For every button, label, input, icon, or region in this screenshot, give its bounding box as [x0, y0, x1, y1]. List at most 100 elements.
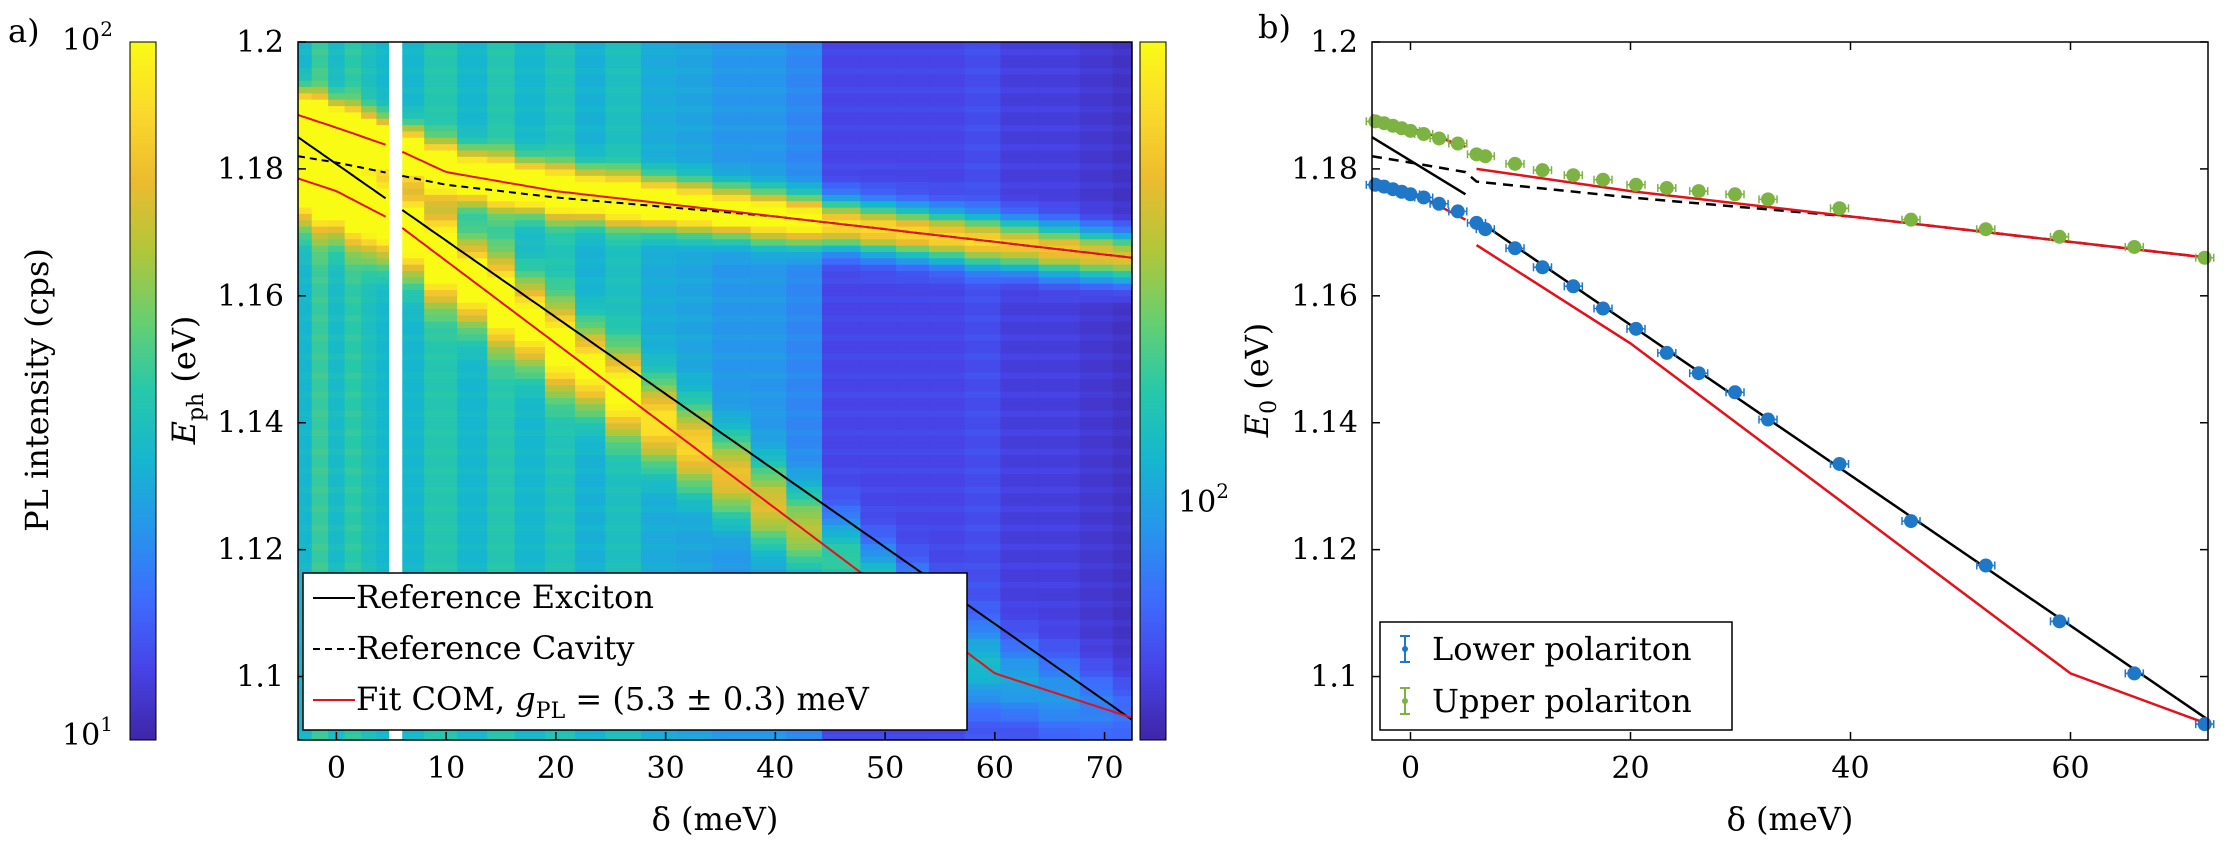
upper-polariton-point [1593, 172, 1613, 187]
y-tick-label: 1.16 [1291, 279, 1358, 314]
heatmap-column [1038, 42, 1081, 740]
colorbar-right-tick: 102 [1178, 479, 1229, 520]
x-tick-label: 50 [866, 751, 904, 786]
upper-polariton-point [1976, 222, 1996, 237]
legend-lower-swatch [1400, 635, 1410, 663]
colorbar-left-min: 101 [62, 712, 113, 753]
lower-polariton-point [1532, 260, 1553, 275]
y-tick-label: 1.1 [236, 660, 284, 695]
panel-label-b: b) [1258, 8, 1291, 46]
y-tick-label: 1.16 [217, 279, 284, 314]
x-tick-label: 60 [2051, 751, 2089, 786]
x-tick-label: 0 [327, 751, 346, 786]
panel-b-legend: Lower polariton Upper polariton [1379, 621, 1733, 731]
heatmap-column [344, 42, 362, 740]
panel-a-legend-box [302, 572, 968, 731]
upper-polariton-point [1725, 187, 1745, 202]
lower-polariton-point [1725, 385, 1745, 400]
lower-polariton-point [1976, 558, 1996, 573]
legend-lower-label: Lower polariton [1432, 630, 1692, 668]
colorbar-right-gradient [1139, 41, 1167, 741]
panel-a-legend: Reference Exciton Reference Cavity Fit C… [302, 572, 968, 731]
panel-b-legend-box [1379, 621, 1733, 731]
lower-polariton-point [1626, 321, 1646, 336]
heatmap-column [1000, 42, 1040, 740]
legend-cavity-label: Reference Cavity [356, 629, 635, 667]
panel-b-xlabel: δ (meV) [1727, 800, 1854, 838]
upper-polariton-point [1532, 163, 1553, 178]
x-tick-label: 10 [427, 751, 465, 786]
panel-a-plot: 0 10 20 30 40 50 60 70 1.1 1.12 1.14 1.16 1.18 1.2 δ … [165, 25, 1133, 838]
upper-polariton-point [1758, 192, 1778, 207]
x-tick-label: 40 [1831, 751, 1869, 786]
y-tick-label: 1.12 [217, 533, 284, 568]
lower-polariton-point [1593, 301, 1613, 316]
panel-a-frame [297, 41, 1133, 741]
panel-a-xlabel: δ (meV) [652, 800, 779, 838]
lower-polariton-point [1688, 366, 1709, 381]
upper-polariton-point [2049, 229, 2070, 244]
upper-polariton-point [1688, 184, 1709, 199]
lower-polariton-point [1657, 345, 1677, 360]
heatmap-gap [389, 42, 403, 740]
line-exciton [1372, 136, 1467, 196]
line-fit-lower [1475, 244, 2208, 726]
lower-polariton-point [1505, 241, 1525, 256]
legend-upper-swatch [1400, 687, 1410, 715]
upper-polariton-point [1829, 201, 1850, 216]
lower-polariton-point [1448, 204, 1468, 219]
line-reference-exciton [401, 209, 1132, 721]
panel-b-ylabel: E0 (eV) [1238, 323, 1282, 439]
panel-b-frame [1371, 41, 2209, 741]
lower-polariton-point [1829, 456, 1850, 471]
y-tick-label: 1.14 [217, 406, 284, 441]
line-fit-com-lower [401, 227, 1132, 719]
x-tick-label: 70 [1085, 751, 1123, 786]
x-tick-label: 20 [1611, 751, 1649, 786]
legend-fit-label: Fit COM, gPL = (5.3 ± 0.3) meV [356, 680, 870, 724]
x-tick-label: 60 [976, 751, 1014, 786]
lower-polariton-point [1901, 514, 1921, 529]
panel-b-plot: 0 20 40 60 1.1 1.12 1.14 1.16 1.18 1.2 δ (meV) E0… [1238, 25, 2215, 838]
upper-polariton-point [2124, 239, 2145, 254]
lower-polariton-point [1429, 196, 1449, 211]
y-tick-label: 1.18 [217, 152, 284, 187]
panel-label-a: a) [8, 12, 40, 50]
y-tick-label: 1.12 [1291, 533, 1358, 568]
heatmap-column [1112, 42, 1132, 740]
panel-a-ticks: 0 10 20 30 40 50 60 70 1.1 1.12 1.14 1.16 1.18 1.2 [217, 25, 1123, 786]
upper-polariton-point [1901, 212, 1921, 227]
lower-polariton-point [2049, 614, 2070, 629]
lower-polariton-point [1758, 412, 1778, 427]
line-reference-cavity [298, 155, 386, 174]
lower-polariton-point [1475, 222, 1496, 237]
legend-upper-label: Upper polariton [1432, 682, 1692, 720]
y-tick-label: 1.18 [1291, 152, 1358, 187]
y-tick-label: 1.1 [1310, 660, 1358, 695]
line-fit-com-upper [401, 150, 1132, 259]
panel-a-ylabel: Eph (eV) [165, 316, 209, 446]
upper-polariton-point [1475, 149, 1496, 164]
panel-a-lines [298, 114, 1132, 721]
x-tick-label: 30 [647, 751, 685, 786]
colorbar-right: 102 [1139, 41, 1229, 741]
upper-polariton-point [1563, 168, 1584, 183]
x-tick-label: 0 [1401, 751, 1420, 786]
lower-polariton-point [2124, 666, 2145, 681]
upper-polariton-point [1505, 156, 1525, 171]
upper-polariton-point [1626, 177, 1646, 192]
colorbar-left-max: 102 [62, 17, 113, 58]
x-tick-label: 20 [537, 751, 575, 786]
line-fit-com-upper [298, 114, 386, 146]
colorbar-left: 102 101 PL intensity (cps) [18, 17, 157, 753]
legend-exciton-label: Reference Exciton [356, 578, 654, 616]
upper-polariton-point [1657, 180, 1677, 195]
upper-polariton-point [1448, 136, 1468, 151]
heatmap-column [1079, 42, 1114, 740]
x-tick-label: 40 [756, 751, 794, 786]
panel-b-ticks: 0 20 40 60 1.1 1.12 1.14 1.16 1.18 1.2 [1291, 25, 2208, 786]
colorbar-left-gradient [129, 41, 157, 741]
panel-b-points [1365, 114, 2215, 732]
y-tick-label: 1.14 [1291, 406, 1358, 441]
